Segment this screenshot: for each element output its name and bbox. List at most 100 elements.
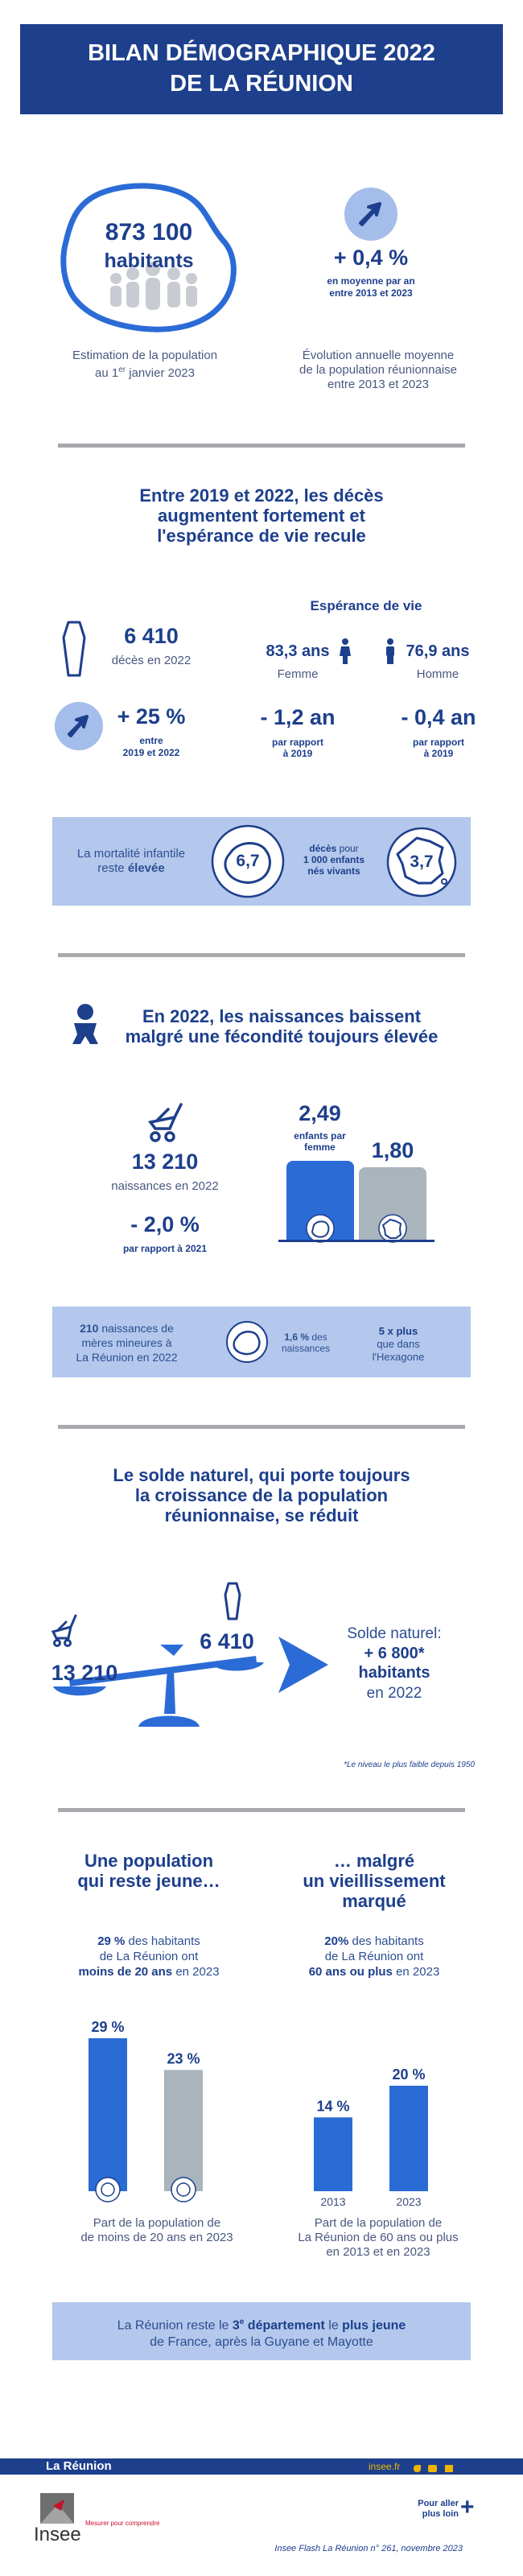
fertility-france-value: 1,80 (371, 1138, 414, 1162)
births-change-sub: par rapport à 2021 (122, 1243, 208, 1254)
infant-mortality-reunion: 6,7 (236, 852, 260, 870)
page-title-line-2: DE LA RÉUNION (170, 71, 353, 97)
twitter-icon[interactable] (414, 2465, 421, 2472)
section-divider (58, 1808, 465, 1812)
deaths-increase-arrow-icon (55, 702, 103, 750)
map-outline (176, 2182, 191, 2197)
infant-mortality-france: 3,7 (410, 852, 434, 871)
natural-balance-year: en 2022 (366, 1685, 422, 1702)
women-label: Femme (277, 667, 319, 681)
baby-icon (72, 1004, 98, 1044)
men-label: Homme (416, 667, 459, 681)
women-change-note: par rapport à 2019 (271, 737, 323, 759)
growth-arrow-icon (344, 188, 397, 241)
section-divider (58, 1425, 465, 1429)
coffin-icon (62, 621, 86, 677)
reunion-island-outline-icon (60, 183, 237, 332)
young-population-title: Une population qui reste jeune… (77, 1851, 220, 1891)
footer-region: La Réunion (46, 2459, 112, 2473)
infant-mortality-text: La mortalité infantile reste élevée (76, 847, 186, 875)
births-count: 13 210 (131, 1150, 199, 1174)
insee-logo-icon (40, 2493, 74, 2524)
bar-France (164, 2070, 203, 2191)
category-label: 2013 (320, 2195, 345, 2208)
births-count-label: naissances en 2022 (111, 1179, 219, 1193)
over-60-chart-caption: Part de la population de La Réunion de 60… (298, 2216, 459, 2259)
under-20-share-chart: 29 % 23 % (89, 2019, 203, 2202)
minor-births-pct: 1,6 % des naissances (281, 1331, 331, 1354)
births-section-title: En 2022, les naissances baissent malgré … (125, 1006, 439, 1046)
fertility-france-map-icon (378, 1214, 407, 1243)
minor-births-ratio: 5 x plus que dans l'Hexagone (372, 1325, 425, 1363)
page-title-line-1: BILAN DÉMOGRAPHIQUE 2022 (88, 40, 435, 66)
minor-births-text: 210 naissances de mères mineures à La Ré… (76, 1322, 178, 1364)
under-20-chart-caption: Part de la population de de moins de 20 a… (80, 2216, 233, 2244)
fertility-reunion-value: 2,49 (299, 1101, 341, 1125)
growth-subtext-1: en moyenne par an (327, 275, 415, 287)
bar-value-label: 23 % (167, 2050, 200, 2066)
deaths-count-label: décès en 2022 (111, 654, 191, 667)
men-change-note: par rapport à 2019 (412, 737, 464, 759)
stroller-icon (147, 1103, 183, 1142)
men-life-expectancy: 76,9 ans (406, 642, 470, 660)
natural-balance-label: Solde naturel: (347, 1625, 442, 1642)
balance-deaths-value: 6 410 (200, 1629, 254, 1653)
section-divider (58, 444, 465, 448)
man-icon (386, 638, 394, 664)
deaths-change-sub-2: 2019 et 2022 (122, 747, 180, 758)
publication-reference: Insee Flash La Réunion n° 261, novembre … (274, 2544, 463, 2553)
natural-balance-value: + 6 800* (364, 1645, 425, 1662)
right-arrow-icon (278, 1637, 328, 1693)
natural-balance-footnote: *Le niveau le plus faible depuis 1950 (344, 1761, 475, 1769)
fertility-label: enfants par femme (294, 1130, 346, 1153)
insee-brand: Insee (34, 2524, 81, 2545)
deaths-change-sub-1: entre (139, 735, 163, 746)
natural-balance-title: Le solde naturel, qui porte toujours la … (113, 1465, 410, 1525)
bar-value-label: 20 % (392, 2066, 425, 2083)
reunion-map-icon (95, 2177, 121, 2202)
fertility-bars-baseline (278, 1240, 434, 1242)
bar-2013 (314, 2117, 352, 2191)
ageing-population-title: … malgré un vieillissement marqué (303, 1851, 446, 1911)
youtube-icon[interactable] (428, 2465, 438, 2472)
bar-value-label: 14 % (316, 2098, 349, 2114)
deaths-change: + 25 % (117, 704, 186, 729)
life-expectancy-title: Espérance de vie (310, 598, 422, 613)
reunion-map-icon (211, 824, 285, 898)
men-life-change: - 0,4 an (401, 705, 476, 729)
population-value: 873 100 (105, 219, 193, 246)
section-divider (58, 953, 465, 957)
balance-scale-icon (51, 1582, 264, 1727)
plus-icon[interactable]: + (460, 2494, 475, 2520)
map-outline (101, 2182, 115, 2197)
young-population-text: 29 % des habitants de La Réunion ont moi… (78, 1934, 220, 1979)
over-60-share-chart: 14 % 2013 20 % 2023 (314, 2066, 428, 2208)
category-label: 2023 (396, 2195, 421, 2208)
growth-subtext-2: entre 2013 et 2023 (329, 287, 413, 299)
france-map-icon (386, 827, 457, 898)
fertility-reunion-map-icon (306, 1214, 335, 1243)
senior-population-text: 20% des habitants de La Réunion ont 60 a… (308, 1934, 440, 1979)
deaths-count: 6 410 (124, 624, 179, 648)
newsletter-icon[interactable] (444, 2465, 453, 2472)
youngest-department-band (52, 2302, 471, 2360)
bar-2023 (389, 2085, 428, 2191)
births-change: - 2,0 % (130, 1212, 200, 1236)
footer-site-link[interactable]: insee.fr (369, 2461, 401, 2472)
youngest-department-text: La Réunion reste le 3e département le pl… (117, 2318, 406, 2350)
growth-caption: Évolution annuelle moyenne de la populat… (299, 349, 457, 391)
further-reading-link[interactable]: Pour aller plus loin (418, 2499, 459, 2519)
natural-balance-unit: habitants (358, 1664, 430, 1682)
infant-mortality-unit: décès pour 1 000 enfants nés vivants (303, 843, 365, 877)
growth-value: + 0,4 % (333, 246, 409, 270)
footer-bar (0, 2458, 523, 2475)
woman-icon (340, 638, 351, 664)
bar-value-label: 29 % (91, 2019, 124, 2035)
population-caption: Estimation de la population au 1er janvi… (72, 349, 218, 380)
minor-births-map-icon (226, 1321, 268, 1363)
france-map-icon (171, 2177, 196, 2202)
social-icons (414, 2462, 462, 2472)
balance-births-value: 13 210 (51, 1661, 118, 1685)
bar-La Réunion (89, 2038, 127, 2191)
women-life-expectancy: 83,3 ans (266, 642, 330, 660)
